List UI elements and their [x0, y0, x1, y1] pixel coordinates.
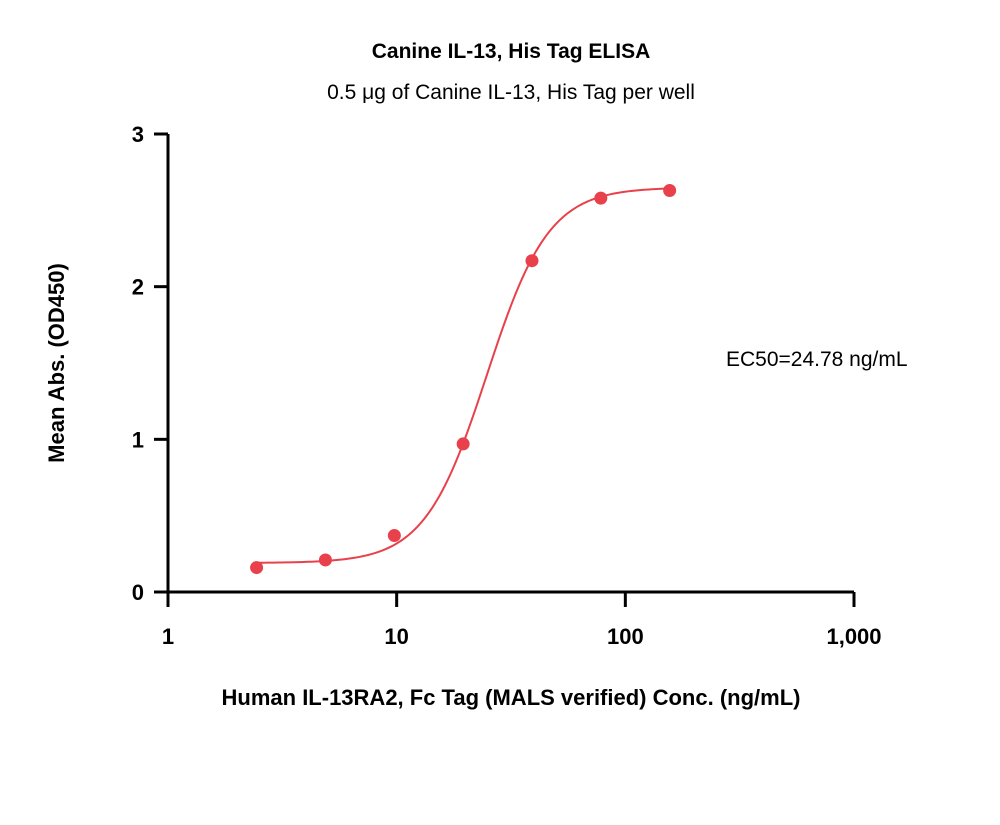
chart-subtitle: 0.5 μg of Canine IL-13, His Tag per well — [327, 81, 695, 104]
data-point — [663, 183, 677, 197]
data-point — [525, 254, 539, 268]
y-axis: 0 1 2 3 — [132, 122, 170, 605]
data-points — [250, 183, 677, 575]
data-point — [387, 529, 401, 543]
ec50-annotation: EC50=24.78 ng/mL — [726, 348, 908, 371]
data-point — [318, 553, 332, 567]
x-tick-label: 1,000 — [826, 624, 881, 649]
y-axis-label: Mean Abs. (OD450) — [44, 263, 69, 463]
x-tick-label: 10 — [384, 624, 408, 649]
fit-curve — [256, 187, 670, 564]
fit-curves — [256, 187, 670, 564]
y-tick-label: 2 — [132, 275, 144, 300]
y-tick-label: 3 — [132, 122, 144, 147]
data-point — [456, 437, 470, 451]
x-tick-label: 1 — [162, 624, 174, 649]
chart-title: Canine IL-13, His Tag ELISA — [372, 40, 651, 63]
x-tick-label: 100 — [607, 624, 644, 649]
y-tick-label: 1 — [132, 427, 144, 452]
data-point — [594, 191, 608, 205]
y-tick-label: 0 — [132, 580, 144, 605]
data-point — [250, 561, 264, 575]
x-axis-label: Human IL-13RA2, Fc Tag (MALS verified) C… — [222, 685, 801, 710]
x-axis: 1 10 100 1,000 — [154, 590, 882, 649]
